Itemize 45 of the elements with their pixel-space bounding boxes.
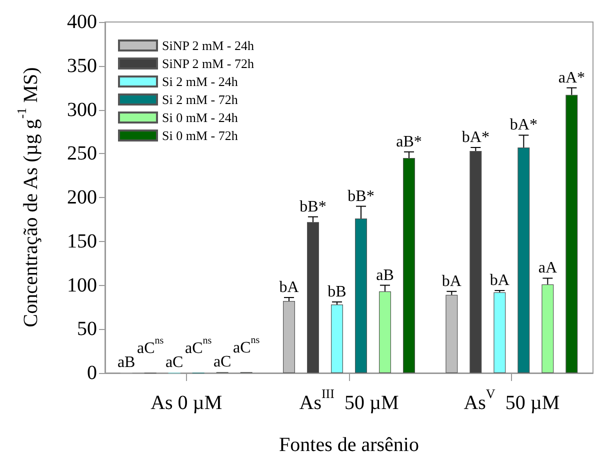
data-label: aB* — [396, 133, 422, 150]
bar — [283, 301, 295, 373]
legend-label: Si 0 mM - 24h — [162, 110, 238, 125]
y-tick-label: 300 — [67, 98, 97, 121]
bar — [307, 222, 319, 373]
y-tick-label: 200 — [67, 186, 97, 208]
y-tick-label: 400 — [67, 11, 97, 33]
legend-label: Si 0 mM - 72h — [162, 128, 238, 143]
data-label: aB — [117, 354, 136, 372]
data-label: aC — [213, 354, 232, 371]
y-axis-title: Concentração de As (µg g-1 MS) — [14, 67, 42, 328]
legend-label: Si 2 mM - 72h — [162, 92, 238, 107]
legend-label: SiNP 2 mM - 24h — [162, 38, 254, 53]
data-label: aC — [165, 354, 184, 372]
legend-label: SiNP 2 mM - 72h — [162, 56, 254, 71]
data-label: bB* — [348, 188, 374, 205]
legend-label: Si 2 mM - 24h — [162, 74, 238, 89]
data-label: aA* — [558, 69, 585, 86]
y-tick-label: 100 — [67, 274, 97, 296]
bar — [379, 291, 391, 373]
y-tick-label: 0 — [87, 362, 97, 384]
data-label: bA* — [510, 116, 538, 134]
data-label: bA — [442, 272, 462, 290]
data-label: bA — [490, 272, 510, 290]
data-label: aA — [538, 260, 558, 277]
data-label: bA — [279, 279, 300, 296]
bar — [403, 158, 415, 373]
y-tick-label: 350 — [67, 54, 97, 77]
y-tick-label: 150 — [67, 230, 97, 252]
bar — [446, 294, 458, 373]
y-tick-label: 250 — [67, 142, 97, 165]
data-label: bA* — [462, 128, 490, 146]
data-label: aB — [376, 266, 394, 284]
data-label: bB* — [300, 198, 326, 216]
x-tick-label: As 0 µM — [150, 392, 222, 414]
bar — [470, 150, 482, 373]
bar — [355, 218, 367, 373]
bar — [542, 284, 554, 373]
bar — [566, 94, 578, 373]
x-axis-title: Fontes de arsênio — [279, 434, 419, 456]
bar — [331, 304, 343, 373]
bar — [518, 147, 530, 373]
y-tick-label: 50 — [77, 318, 97, 340]
bar — [494, 292, 506, 373]
data-label: bB — [328, 283, 346, 300]
